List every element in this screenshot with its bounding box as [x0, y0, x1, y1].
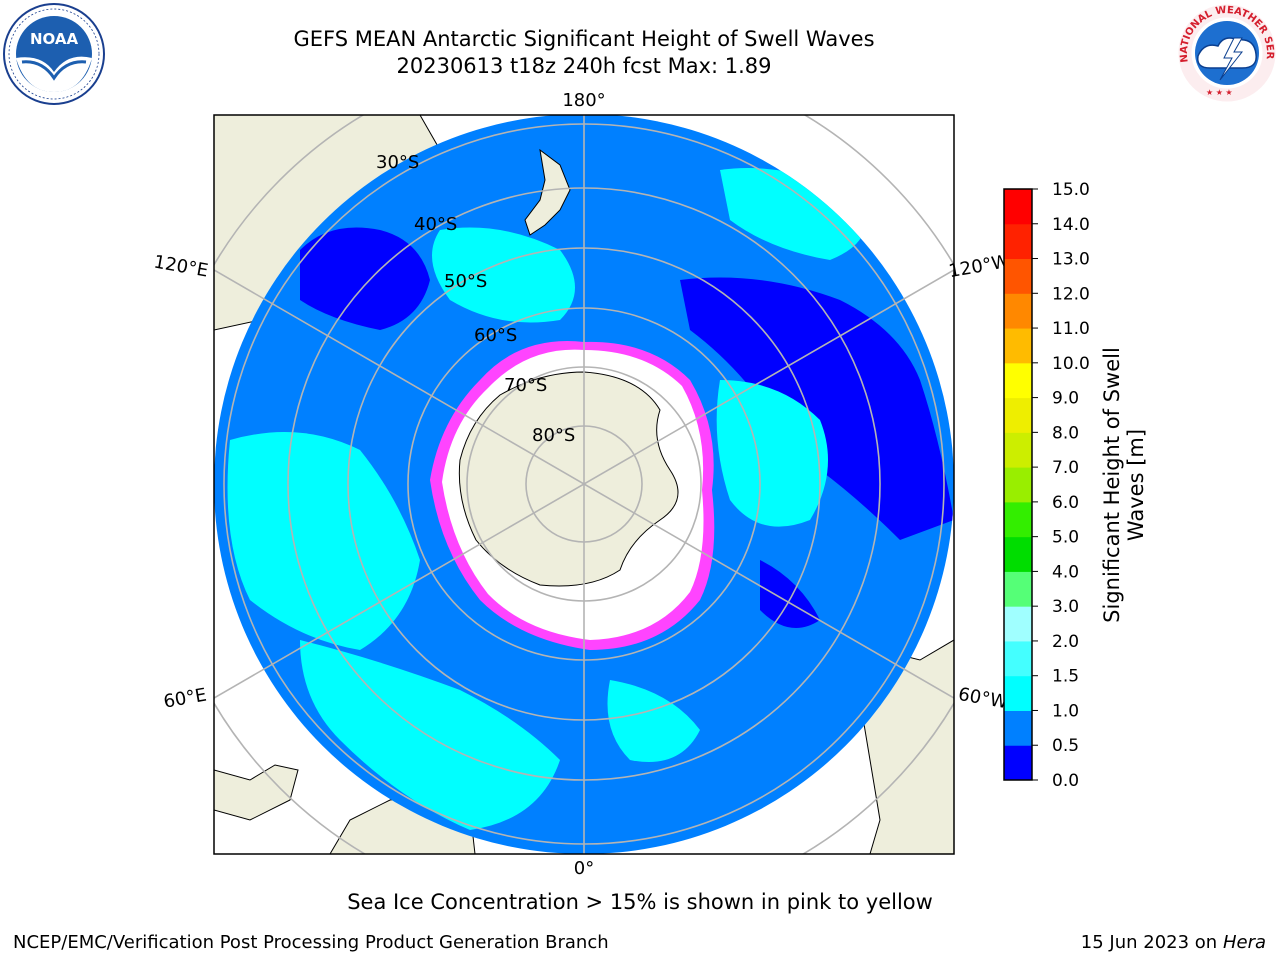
colorbar-tick-label: 0.5 — [1052, 736, 1079, 756]
colorbar-swatch — [1004, 501, 1032, 538]
colorbar-tick-label: 6.0 — [1052, 493, 1079, 513]
colorbar-swatch — [1004, 571, 1032, 607]
colorbar-tick-label: 10.0 — [1052, 354, 1090, 374]
colorbar-swatch — [1004, 432, 1032, 468]
colorbar-swatch — [1004, 293, 1032, 329]
colorbar-label-line1: Significant Height of Swell — [1100, 347, 1124, 623]
noaa-logo-text: NOAA — [30, 30, 79, 48]
colorbar-swatch — [1004, 223, 1032, 260]
colorbar-tick-label: 1.5 — [1052, 667, 1079, 687]
lon-label-top: 180° — [562, 90, 605, 111]
meridian-60e-120w — [214, 269, 954, 699]
swell-1.0-1.5-patch-north — [432, 227, 575, 323]
colorbar-tick-label: 0.0 — [1052, 771, 1079, 791]
new-zealand-landmass — [524, 148, 571, 236]
lat-label: 80°S — [532, 425, 575, 446]
graticule — [214, 115, 954, 854]
colorbar-swatch — [1004, 710, 1032, 746]
colorbar-tick-label: 1.0 — [1052, 701, 1079, 721]
colorbar-swatch — [1004, 362, 1032, 399]
madagascar-landmass — [214, 764, 299, 821]
swell-1.0-1.5-patch-south — [607, 680, 700, 762]
colorbar-swatch — [1004, 606, 1032, 642]
colorbar-tick-label: 4.0 — [1052, 562, 1079, 582]
lon-label-bottom: 0° — [574, 858, 594, 879]
lon-label-lower-right: 60°W — [957, 684, 1010, 713]
colorbar-swatch — [1004, 467, 1032, 503]
lat-label: 30°S — [376, 152, 419, 173]
star-icon: ★ ★ ★ — [1206, 88, 1233, 97]
colorbar-swatch — [1004, 328, 1032, 364]
swell-1.0-1.5-patch-east — [716, 380, 828, 527]
colorbar-tick-label: 9.0 — [1052, 389, 1079, 409]
colorbar-tick-label: 12.0 — [1052, 284, 1090, 304]
colorbar-label-line2: Waves [m] — [1124, 429, 1148, 541]
map-frame — [213, 114, 955, 855]
swell-1.0-1.5-patch-southwest — [300, 640, 560, 830]
colorbar-swatch — [1004, 189, 1032, 225]
lon-label-upper-right: 120°W — [947, 251, 1011, 282]
colorbar-tick-label: 15.0 — [1052, 180, 1090, 200]
colorbar-tick-label: 5.0 — [1052, 528, 1079, 548]
colorbar-tick-label: 8.0 — [1052, 423, 1079, 443]
chart-title: GEFS MEAN Antarctic Significant Height o… — [293, 27, 875, 51]
footer-date-text: 15 Jun 2023 on — [1080, 932, 1218, 953]
footer-date: 15 Jun 2023 on Hera — [1081, 932, 1266, 953]
colorbar-tick-label: 2.0 — [1052, 632, 1079, 652]
colorbar: 0.0 0.5 1.0 1.5 2.0 3.0 4.0 5.0 6.0 7.0 8.0 9.0 10.0… — [1003, 180, 1090, 791]
colorbar-tick-label: 7.0 — [1052, 458, 1079, 478]
colorbar-swatch — [1004, 675, 1032, 711]
lat-label: 60°S — [474, 325, 517, 346]
sea-ice-caption: Sea Ice Concentration > 15% is shown in … — [347, 890, 933, 914]
lat-label: 70°S — [504, 375, 547, 396]
lat-label: 50°S — [444, 271, 487, 292]
lon-label-lower-left: 60°E — [162, 684, 208, 712]
colorbar-frame — [1003, 188, 1033, 781]
swell-0-0.5-patch-east — [680, 277, 954, 540]
footer-credit: NCEP/EMC/Verification Post Processing Pr… — [13, 932, 609, 953]
colorbar-swatch — [1004, 397, 1032, 433]
lat-label: 40°S — [414, 214, 457, 235]
colorbar-tick-label: 14.0 — [1052, 215, 1090, 235]
lon-label-upper-left: 120°E — [152, 251, 210, 281]
colorbar-tick-label: 13.0 — [1052, 250, 1090, 270]
noaa-logo: NOAA — [3, 3, 105, 105]
chart-subtitle: 20230613 t18z 240h fcst Max: 1.89 — [396, 54, 772, 78]
swell-1.0-1.5-patch-west — [227, 432, 420, 650]
colorbar-tick-label: 3.0 — [1052, 597, 1079, 617]
colorbar-swatch — [1004, 258, 1032, 294]
colorbar-swatch — [1004, 536, 1032, 572]
colorbar-tick-label: 11.0 — [1052, 319, 1090, 339]
colorbar-swatch — [1004, 745, 1032, 781]
colorbar-swatch — [1004, 640, 1032, 677]
nws-logo: NATIONAL WEATHER SERVICE ★ ★ ★ — [1176, 2, 1276, 102]
footer-host: Hera — [1222, 932, 1266, 953]
